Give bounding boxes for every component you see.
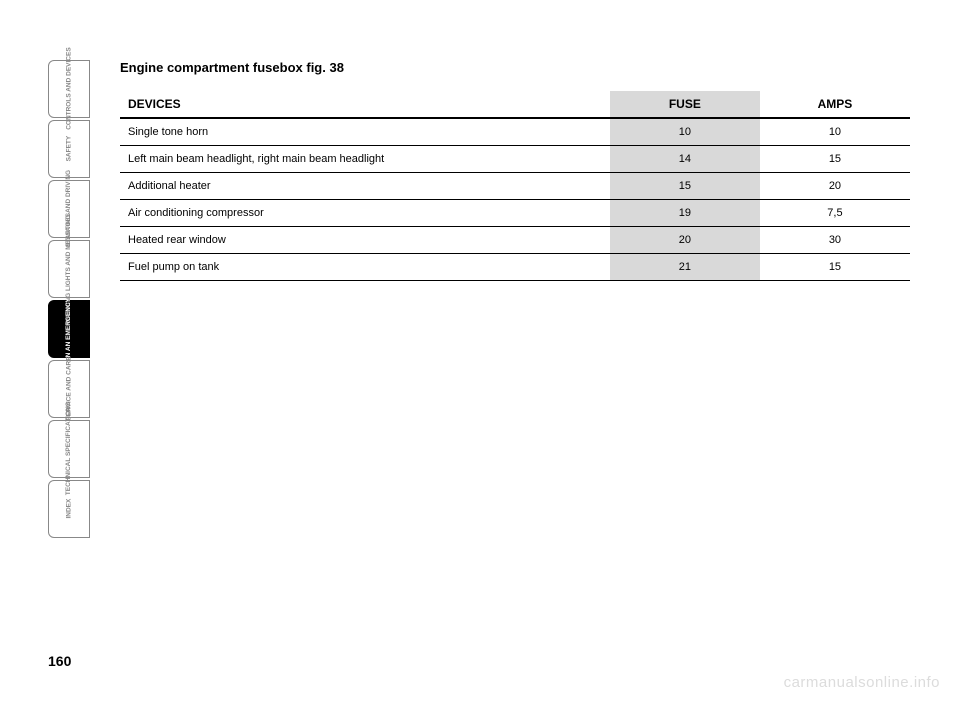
table-row: Additional heater 15 20 <box>120 173 910 200</box>
cell-amps: 15 <box>760 254 910 281</box>
cell-fuse: 10 <box>610 118 760 146</box>
col-header-fuse: FUSE <box>610 91 760 118</box>
cell-amps: 10 <box>760 118 910 146</box>
cell-fuse: 19 <box>610 200 760 227</box>
cell-device: Single tone horn <box>120 118 610 146</box>
tab-in-an-emergency[interactable]: IN AN EMERGENCY <box>48 300 90 358</box>
table-row: Left main beam headlight, right main bea… <box>120 146 910 173</box>
tab-label: IN AN EMERGENCY <box>65 298 72 359</box>
table-header-row: DEVICES FUSE AMPS <box>120 91 910 118</box>
table-row: Single tone horn 10 10 <box>120 118 910 146</box>
cell-fuse: 14 <box>610 146 760 173</box>
cell-fuse: 20 <box>610 227 760 254</box>
tab-technical-specifications[interactable]: TECHNICAL SPECIFICATIONS <box>48 420 90 478</box>
fuse-table: DEVICES FUSE AMPS Single tone horn 10 10… <box>120 91 910 281</box>
tab-label: CONTROLS AND DEVICES <box>65 48 72 130</box>
cell-device: Air conditioning compressor <box>120 200 610 227</box>
table-row: Air conditioning compressor 19 7,5 <box>120 200 910 227</box>
col-header-amps: AMPS <box>760 91 910 118</box>
table-row: Heated rear window 20 30 <box>120 227 910 254</box>
watermark: carmanualsonline.info <box>784 674 940 691</box>
cell-device: Left main beam headlight, right main bea… <box>120 146 610 173</box>
tab-label: TECHNICAL SPECIFICATIONS <box>65 402 72 495</box>
cell-device: Heated rear window <box>120 227 610 254</box>
cell-amps: 15 <box>760 146 910 173</box>
tab-warning-lights[interactable]: WARNING LIGHTS AND MESSAGES <box>48 240 90 298</box>
content: Engine compartment fusebox fig. 38 DEVIC… <box>120 60 910 281</box>
tab-controls-and-devices[interactable]: CONTROLS AND DEVICES <box>48 60 90 118</box>
cell-amps: 7,5 <box>760 200 910 227</box>
cell-amps: 20 <box>760 173 910 200</box>
side-tabs: CONTROLS AND DEVICES SAFETY STARTING AND… <box>48 60 90 540</box>
cell-fuse: 15 <box>610 173 760 200</box>
page: CONTROLS AND DEVICES SAFETY STARTING AND… <box>0 0 960 709</box>
table-row: Fuel pump on tank 21 15 <box>120 254 910 281</box>
page-number: 160 <box>48 653 71 669</box>
tab-label: INDEX <box>65 499 72 519</box>
cell-device: Fuel pump on tank <box>120 254 610 281</box>
cell-amps: 30 <box>760 227 910 254</box>
col-header-devices: DEVICES <box>120 91 610 118</box>
cell-device: Additional heater <box>120 173 610 200</box>
section-title: Engine compartment fusebox fig. 38 <box>120 60 910 75</box>
tab-label: SAFETY <box>65 136 72 162</box>
cell-fuse: 21 <box>610 254 760 281</box>
